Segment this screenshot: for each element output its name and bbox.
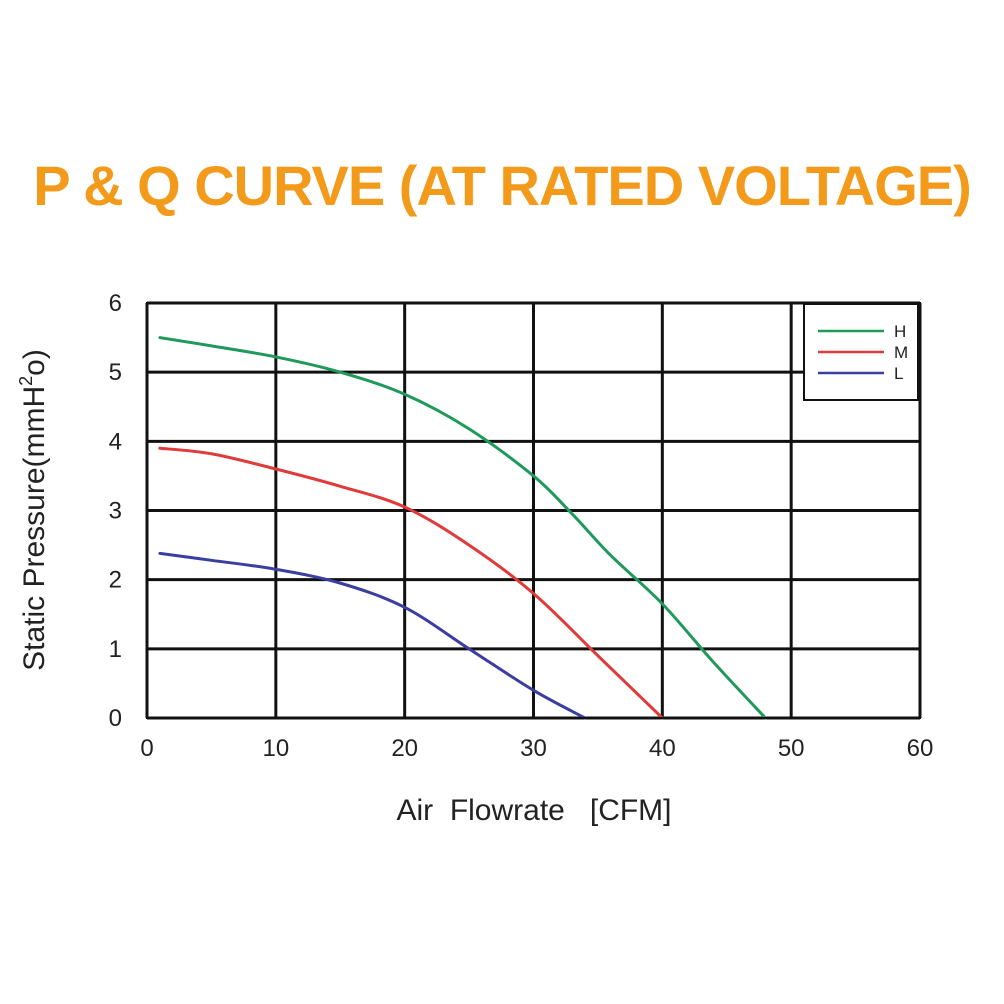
y-tick-label: 0 (109, 705, 122, 732)
x-axis-label: Air Flowrate [CFM] (396, 794, 671, 827)
y-axis-label: Static Pressure(mmH2o) (16, 349, 51, 671)
y-tick-label: 2 (109, 567, 122, 594)
y-tick-label: 5 (109, 359, 122, 386)
series-line-m (158, 446, 664, 720)
chart-title: P & Q CURVE (AT RATED VOLTAGE) (33, 154, 972, 217)
legend-label-l: L (894, 364, 903, 383)
y-tick-label: 3 (109, 498, 122, 525)
series-line-h (158, 336, 767, 720)
x-tick-label: 0 (140, 735, 153, 762)
y-tick-label: 6 (109, 290, 122, 317)
legend-label-m: M (894, 343, 908, 362)
legend-label-h: H (894, 322, 906, 341)
x-tick-label: 30 (520, 735, 547, 762)
x-tick-label: 10 (262, 735, 289, 762)
x-tick-label: 40 (649, 735, 676, 762)
y-tick-label: 4 (109, 428, 122, 455)
plot-frame (146, 302, 921, 719)
legend: HML (803, 303, 919, 401)
x-tick-label: 60 (907, 735, 934, 762)
x-tick-label: 20 (391, 735, 418, 762)
y-tick-label: 1 (109, 636, 122, 663)
x-tick-label: 50 (778, 735, 805, 762)
series-line-l (158, 551, 587, 720)
